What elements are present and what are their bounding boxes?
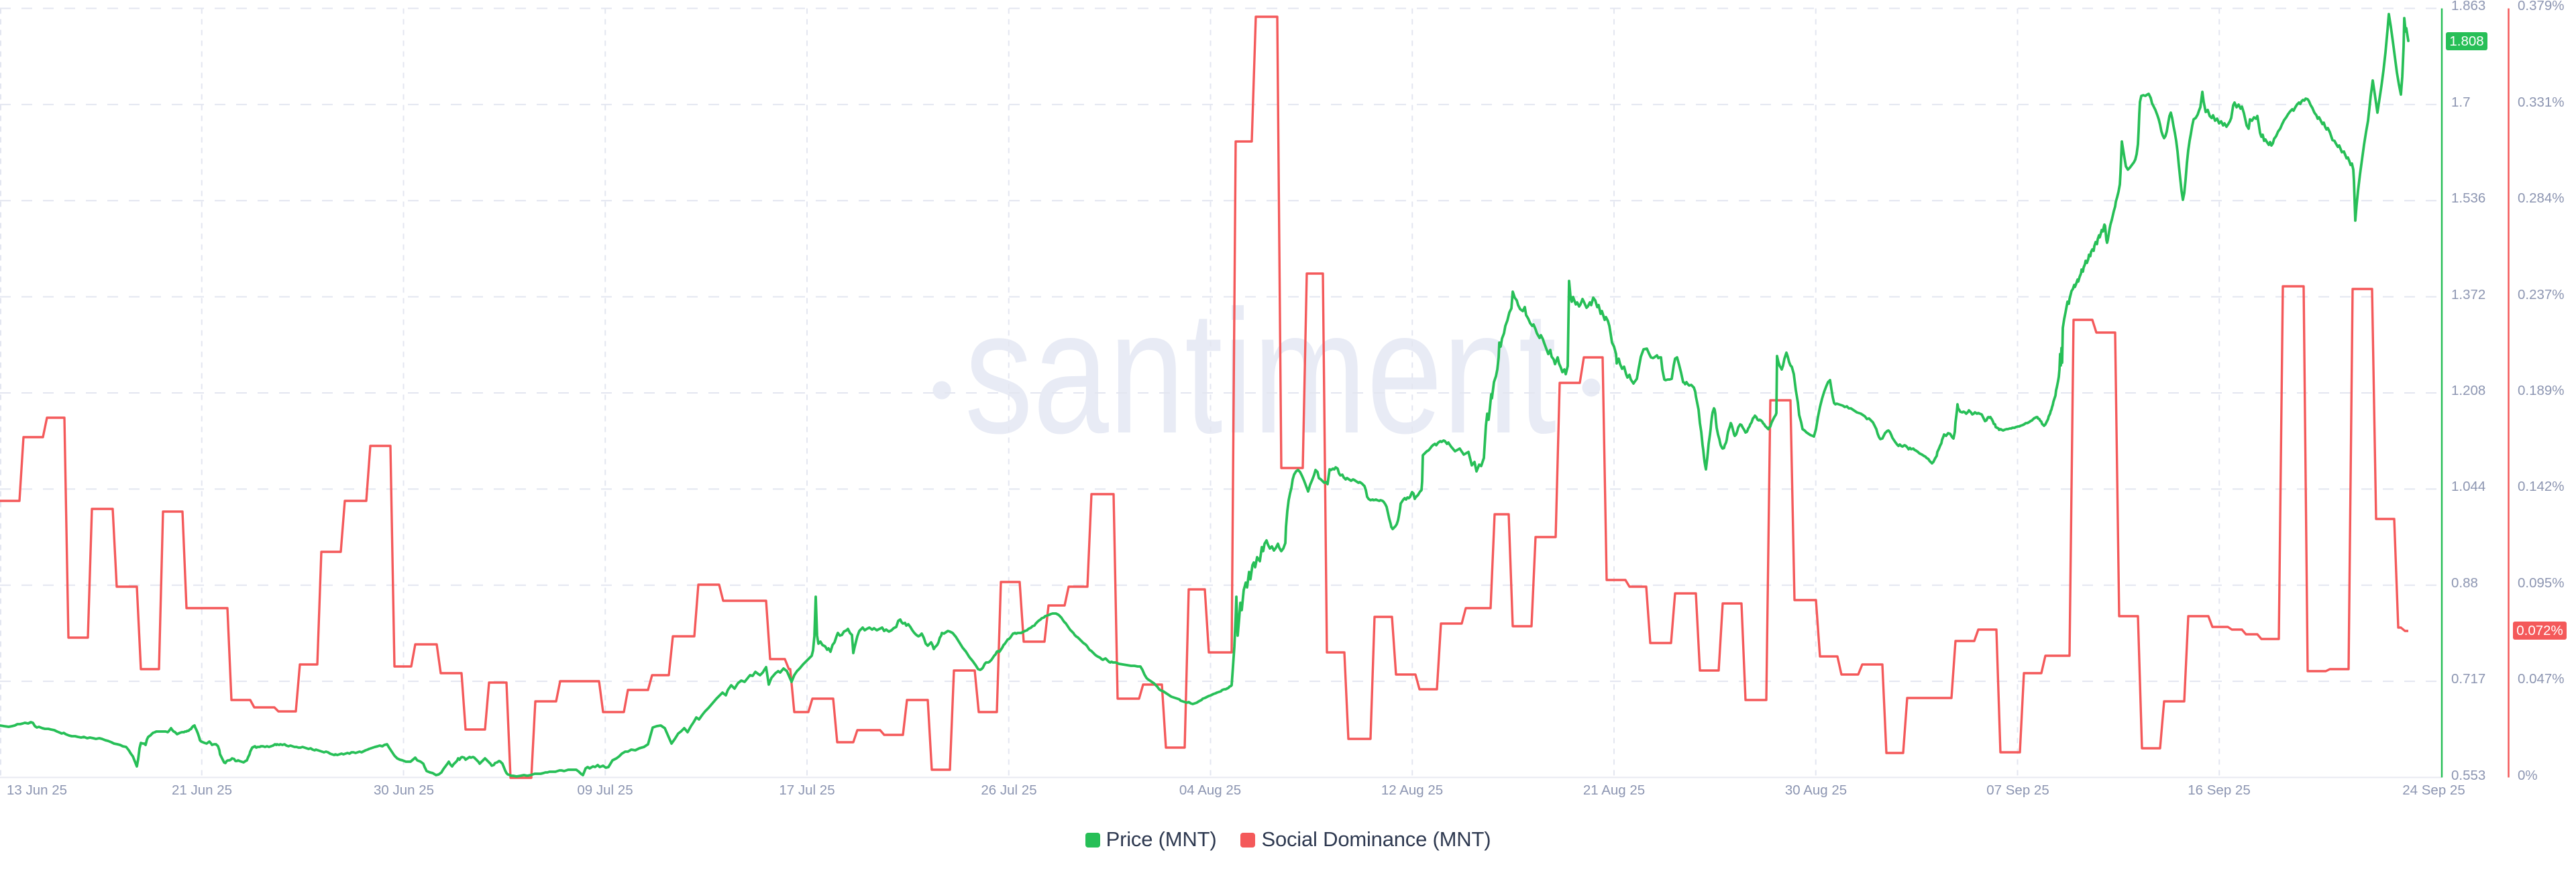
svg-text:santiment: santiment: [965, 274, 1557, 470]
